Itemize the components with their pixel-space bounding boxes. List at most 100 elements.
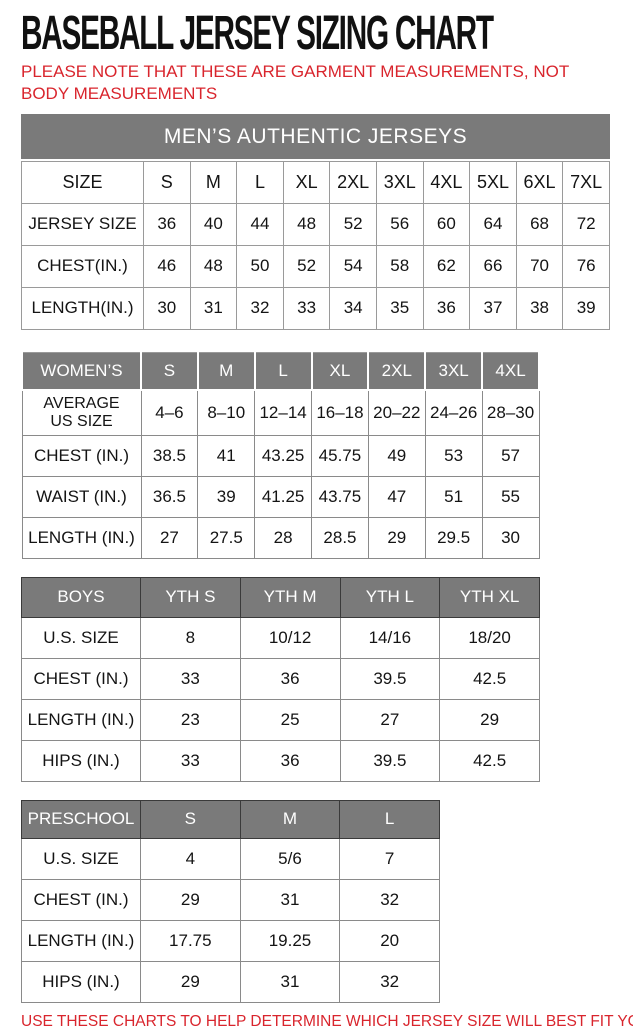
size-column-header: L [339,799,440,839]
table-cell: 36 [239,739,341,782]
table-row: CHEST (IN.) 29 31 32 [21,878,440,921]
table-cell: 58 [375,244,424,288]
table-cell: 8–10 [197,389,256,436]
table-cell: 44 [236,202,284,246]
table-row: LENGTH(IN.) 30 31 32 33 34 35 36 37 38 39 [21,286,610,330]
row-label: U.S. SIZE [21,837,141,880]
size-column-header: M [196,351,256,392]
table-cell: 39 [197,475,256,518]
table-cell: 53 [424,434,483,477]
row-label: CHEST (IN.) [21,657,141,700]
table-cell: 42.5 [439,739,540,782]
table-row: U.S. SIZE 8 10/12 14/16 18/20 [21,616,540,659]
table-cell: 16–18 [311,389,369,436]
table-cell: 35 [375,286,424,330]
table-cell: 4–6 [140,389,199,436]
table-cell: 30 [481,516,540,559]
size-column-header: 6XL [515,160,564,204]
table-cell: 36 [143,202,191,246]
table-cell: 46 [143,244,191,288]
size-column-header: YTH L [339,576,441,618]
row-label: HIPS (IN.) [21,960,141,1003]
table-cell: 62 [422,244,471,288]
row-label: LENGTH (IN.) [21,516,142,559]
womens-sizing-table: WOMEN’S S M L XL 2XL 3XL 4XL AVERAGE US SIZE 4–6 8… [21,351,540,559]
table-row: LENGTH (IN.) 27 27.5 28 28.5 29 29.5 30 [21,516,540,559]
table-cell: 40 [189,202,238,246]
row-label: HIPS (IN.) [21,739,141,782]
table-cell: 20–22 [367,389,426,436]
size-column-header: 4XL [481,351,540,392]
table-row: JERSEY SIZE 36 40 44 48 52 56 60 64 68 72 [21,202,610,246]
table-cell: 31 [189,286,238,330]
table-cell: 31 [239,960,341,1003]
table-cell: 41.25 [254,475,313,518]
table-cell: 43.75 [311,475,369,518]
table-cell: 64 [469,202,517,246]
table-cell: 27 [140,516,199,559]
table-cell: 28–30 [481,389,540,436]
size-column-header: M [239,799,341,839]
table-cell: 32 [339,878,440,921]
table-cell: 33 [140,739,241,782]
table-cell: 4 [140,837,241,880]
table-cell: 48 [189,244,238,288]
table-cell: 38 [515,286,564,330]
table-cell: 25 [239,698,341,741]
size-column-header: XL [310,351,370,392]
size-column-header: S [140,351,199,392]
size-column-header: 3XL [375,160,424,204]
table-cell: 33 [140,657,241,700]
table-cell: 52 [329,202,377,246]
row-label: CHEST (IN.) [21,434,142,477]
table-cell: 14/16 [339,616,441,659]
row-label: CHEST (IN.) [21,878,141,921]
table-row: CHEST (IN.) 38.5 41 43.25 45.75 49 53 57 [21,434,540,477]
table-cell: 27 [339,698,441,741]
row-label: U.S. SIZE [21,616,141,659]
table-cell: 28.5 [311,516,369,559]
table-cell: 34 [329,286,377,330]
table-cell: 48 [282,202,331,246]
table-cell: 52 [282,244,331,288]
table-cell: 47 [367,475,426,518]
table-cell: 43.25 [254,434,313,477]
size-column-header: YTH S [140,576,241,618]
row-label: LENGTH (IN.) [21,919,141,962]
table-row: WAIST (IN.) 36.5 39 41.25 43.75 47 51 55 [21,475,540,518]
boys-sizing-table: BOYS YTH S YTH M YTH L YTH XL U.S. SIZE 8 10/12… [21,576,540,782]
table-cell: 29 [140,960,241,1003]
table-cell: 57 [481,434,540,477]
footer-note: USE THESE CHARTS TO HELP DETERMINE WHICH… [21,1012,633,1030]
table-cell: 39 [562,286,610,330]
table-cell: 31 [239,878,341,921]
size-column-header: 2XL [329,160,377,204]
table-cell: 39.5 [339,739,441,782]
table-cell: 49 [367,434,426,477]
table-title-cell: PRESCHOOL [21,799,141,839]
table-row: LENGTH (IN.) 17.75 19.25 20 [21,919,440,962]
row-label: LENGTH(IN.) [21,286,144,330]
table-cell: 29 [140,878,241,921]
size-column-header: S [140,799,241,839]
table-cell: 36 [239,657,341,700]
table-row: HIPS (IN.) 33 36 39.5 42.5 [21,739,540,782]
table-cell: 7 [339,837,440,880]
size-column-header: YTH XL [439,576,540,618]
table-cell: 30 [143,286,191,330]
table-cell: 50 [236,244,284,288]
table-cell: 66 [469,244,517,288]
table-header-row: BOYS YTH S YTH M YTH L YTH XL [21,576,540,618]
table-cell: 36 [422,286,471,330]
table-row: HIPS (IN.) 29 31 32 [21,960,440,1003]
table-row: LENGTH (IN.) 23 25 27 29 [21,698,540,741]
table-cell: 56 [375,202,424,246]
size-column-header: 4XL [422,160,471,204]
table-cell: 23 [140,698,241,741]
row-label: CHEST(IN.) [21,244,144,288]
table-cell: 29 [367,516,426,559]
measurement-note: PLEASE NOTE THAT THESE ARE GARMENT MEASU… [21,62,569,103]
table-cell: 37 [469,286,517,330]
table-cell: 5/6 [239,837,341,880]
